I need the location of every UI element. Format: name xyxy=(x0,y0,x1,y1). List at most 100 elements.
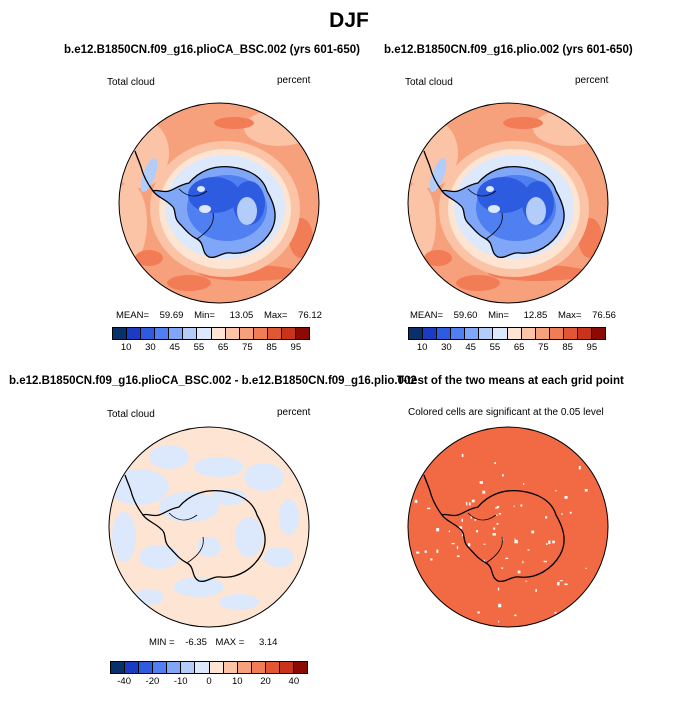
panel1-band-70-75 xyxy=(167,275,211,291)
panel3-negative-0-5 xyxy=(219,594,259,610)
panel3-min-label: MIN = xyxy=(149,637,175,648)
panel4-nonsignificant-cell xyxy=(545,516,548,519)
panel3-colorbar-box xyxy=(251,662,266,673)
panel1-colorbar-tick-label: 75 xyxy=(242,342,253,353)
panel2-colorbar-tick-label: 10 xyxy=(416,342,428,353)
panel2-variable-label: Total cloud xyxy=(405,77,453,88)
panel4-nonsignificant-cell xyxy=(482,490,486,494)
panel2-max-value: 76.56 xyxy=(592,310,616,321)
panel3-max-value: 3.14 xyxy=(258,637,278,648)
panel1-colorbar-tick-label: 65 xyxy=(217,342,229,353)
panel1-colorbar-box xyxy=(296,328,310,339)
panel4-nonsignificant-cell xyxy=(467,543,471,547)
panel4-ice-shelf-edge xyxy=(467,512,497,521)
panel1-ice-shelf-edge xyxy=(196,212,214,240)
panel3-negative-0-5 xyxy=(194,457,244,477)
panel2-ice-shelf-edge xyxy=(485,212,503,240)
panel4-coastline xyxy=(441,489,565,583)
panel3-colorbar-box xyxy=(223,662,238,673)
panel4-nonsignificant-cell xyxy=(584,488,588,492)
panel1-map-border xyxy=(118,102,320,304)
panel1-colorbar-tick-label: 10 xyxy=(120,342,132,353)
panel2-colorbar-box xyxy=(465,328,480,339)
panel4-peninsula-coastline xyxy=(423,474,443,516)
panel1-continent-20-30 xyxy=(188,177,240,213)
panel4-nonsignificant-cell xyxy=(514,538,516,540)
panel2-mean-value: 59.60 xyxy=(453,310,478,321)
panel4-map-border xyxy=(407,426,609,628)
panel2-units-label: percent xyxy=(575,75,609,86)
panel2-colorbar-box xyxy=(493,328,508,339)
panel4-nonsignificant-cell xyxy=(476,530,479,533)
panel3-title: b.e12.B1850CN.f09_g16.plioCA_BSC.002 - b… xyxy=(9,375,417,387)
panel4-nonsignificant-cell xyxy=(456,555,460,558)
panel2-map-border xyxy=(407,102,609,304)
panel3-colorbar-tick-label: -10 xyxy=(173,676,188,687)
panel3-colorbar-box xyxy=(209,662,224,673)
panel1-colorbar-box xyxy=(183,328,198,339)
panel2-plateau-50-55 xyxy=(486,186,494,192)
panel4-nonsignificant-cell xyxy=(436,549,439,553)
panel1-colorbar-box xyxy=(113,328,128,339)
panel4-subtitle: Colored cells are significant at the 0.0… xyxy=(408,407,604,418)
panel3-colorbar-box xyxy=(279,662,295,673)
panel4-nonsignificant-cell xyxy=(479,481,483,484)
panel4-nonsignificant-cell xyxy=(517,570,521,574)
panel1-band-60-65 xyxy=(244,110,314,146)
panel3-ice-shelf-edge xyxy=(186,536,204,564)
panel4-nonsignificant-cell xyxy=(564,583,568,586)
panel1-colorbar-box xyxy=(253,328,268,339)
panel4-nonsignificant-cell xyxy=(514,539,518,544)
panel3-negative-0-5 xyxy=(264,547,294,567)
panel2-band-70-75 xyxy=(424,250,452,266)
panel2-colorbar-box xyxy=(451,328,466,339)
panel4-nonsignificant-cell xyxy=(477,611,480,614)
panel3-colorbar-box xyxy=(294,662,308,673)
panel1-colorbar-box xyxy=(127,328,142,339)
panel2-peninsula-coastline xyxy=(423,150,443,192)
panel3-negative-0-5 xyxy=(112,512,136,562)
panel4-nonsignificant-cell xyxy=(492,533,496,536)
panel2-colorbar-box xyxy=(437,328,452,339)
panel4-title: T-test of the two means at each grid poi… xyxy=(397,375,624,387)
panel4-nonsignificant-cell xyxy=(557,581,560,586)
panel4-nonsignificant-cell xyxy=(458,526,463,530)
panel4-nonsignificant-cell xyxy=(468,502,471,506)
panel4-nonsignificant-cell xyxy=(548,540,551,545)
panel4-nonsignificant-cell xyxy=(430,558,433,561)
panel2-ice-shelf-edge xyxy=(467,188,497,197)
panel3-colorbar-tick-label: -20 xyxy=(145,676,160,687)
panel1-colorbar-box xyxy=(281,328,297,339)
panel4-nonsignificant-cell xyxy=(498,620,500,623)
panel1-mean-value: 59.69 xyxy=(159,310,184,321)
panel2-band-60-65 xyxy=(533,110,603,146)
panel2-colorbar-tick-label: 65 xyxy=(513,342,525,353)
panel2-plateau-45-50 xyxy=(526,197,546,225)
panel2-band-60-65 xyxy=(408,183,436,263)
panel2-colorbar-tick-label: 75 xyxy=(538,342,549,353)
panel2-colorbar-tick-label: 95 xyxy=(586,342,598,353)
panel1-max-label: Max= xyxy=(263,310,288,321)
panel3-colorbar-ticks: -40 -20 -10 0 10 20 40 xyxy=(110,676,308,690)
panel4-nonsignificant-cell xyxy=(456,546,459,550)
panel4-nonsignificant-cell xyxy=(561,513,563,516)
panel4-nonsignificant-cell xyxy=(502,474,504,477)
panel1-peninsula-field xyxy=(140,157,158,193)
panel3-map-border xyxy=(108,426,310,628)
panel3-negative-0-5 xyxy=(279,499,299,535)
panel4-nonsignificant-cell xyxy=(525,580,528,582)
panel2-mean-label: MEAN= xyxy=(410,310,443,321)
panel2-min-value: 12.85 xyxy=(523,310,548,321)
panel2-colorbar-box xyxy=(549,328,564,339)
panel4-nonsignificant-cell xyxy=(494,462,497,465)
panel1-max-value: 76.12 xyxy=(298,310,322,321)
panel1-plateau-50-55 xyxy=(199,205,211,213)
panel3-colorbar-box xyxy=(139,662,154,673)
panel4-nonsignificant-cell xyxy=(497,587,500,591)
panel2-colorbar-ticks: 10 30 45 55 65 75 85 95 xyxy=(408,342,606,356)
panel1-band-70-75 xyxy=(135,250,163,266)
panel1-colorbar-box xyxy=(225,328,240,339)
panel4-nonsignificant-cell xyxy=(424,550,427,553)
panel4-ice-shelf-edge xyxy=(485,536,503,564)
panel4-nonsignificant-cell xyxy=(470,515,473,519)
